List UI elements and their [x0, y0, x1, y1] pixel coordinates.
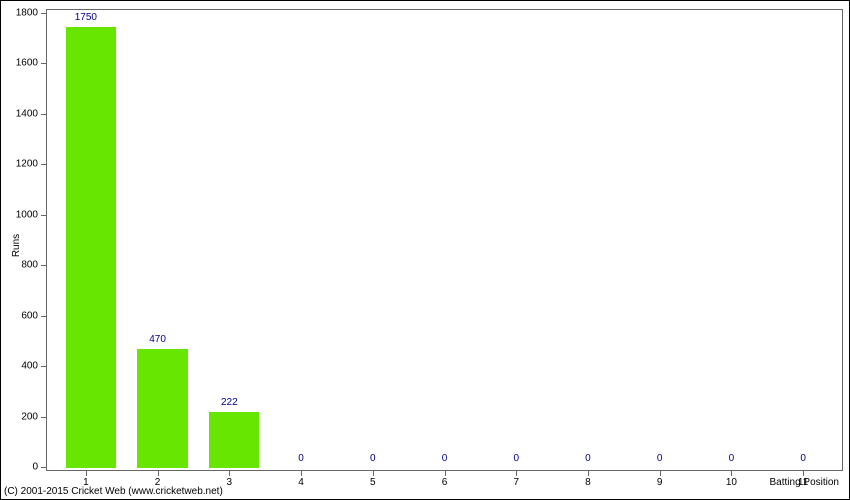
bar-value-label: 1750 [75, 12, 97, 23]
y-tick-label: 1800 [16, 8, 38, 19]
x-tick-mark [373, 471, 374, 476]
y-tick-label: 1000 [16, 209, 38, 220]
bar-value-label: 0 [657, 453, 663, 464]
bar-value-label: 222 [221, 397, 238, 408]
x-tick-mark [803, 471, 804, 476]
y-tick-mark [41, 417, 46, 418]
chart-plot-area [51, 14, 840, 468]
x-tick-mark [660, 471, 661, 476]
y-tick-label: 800 [21, 260, 38, 271]
x-tick-label: 5 [370, 477, 376, 488]
y-tick-mark [41, 215, 46, 216]
y-tick-mark [41, 114, 46, 115]
x-tick-label: 9 [657, 477, 663, 488]
bar-value-label: 0 [370, 453, 376, 464]
bar [66, 27, 116, 468]
bar [137, 349, 187, 468]
bar [209, 412, 259, 468]
y-tick-mark [41, 164, 46, 165]
x-tick-label: 7 [513, 477, 519, 488]
x-tick-mark [516, 471, 517, 476]
y-tick-mark [41, 316, 46, 317]
y-tick-label: 600 [21, 310, 38, 321]
x-tick-label: 11 [798, 477, 808, 488]
y-tick-label: 400 [21, 361, 38, 372]
x-tick-mark [158, 471, 159, 476]
x-tick-mark [731, 471, 732, 476]
y-tick-mark [41, 467, 46, 468]
x-tick-label: 4 [298, 477, 304, 488]
y-tick-label: 1200 [16, 159, 38, 170]
x-tick-mark [86, 471, 87, 476]
y-tick-label: 200 [21, 411, 38, 422]
x-tick-label: 3 [227, 477, 233, 488]
chart-container: Runs Batting Position (C) 2001-2015 Cric… [0, 0, 850, 500]
y-tick-label: 1600 [16, 58, 38, 69]
x-tick-mark [588, 471, 589, 476]
bar-value-label: 0 [442, 453, 448, 464]
chart-plot-border [46, 9, 843, 471]
x-tick-label: 6 [442, 477, 448, 488]
x-tick-label: 8 [585, 477, 591, 488]
bar-value-label: 0 [800, 453, 806, 464]
bar-value-label: 0 [585, 453, 591, 464]
x-tick-mark [229, 471, 230, 476]
y-tick-mark [41, 63, 46, 64]
y-tick-mark [41, 13, 46, 14]
y-tick-mark [41, 366, 46, 367]
bar-value-label: 0 [298, 453, 304, 464]
bar-value-label: 0 [729, 453, 735, 464]
y-tick-label: 0 [32, 462, 38, 473]
x-tick-mark [445, 471, 446, 476]
copyright-text: (C) 2001-2015 Cricket Web (www.cricketwe… [4, 486, 223, 497]
x-tick-label: 2 [155, 477, 161, 488]
bar-value-label: 0 [513, 453, 519, 464]
x-tick-mark [301, 471, 302, 476]
y-tick-mark [41, 265, 46, 266]
x-tick-label: 10 [726, 477, 737, 488]
y-tick-label: 1400 [16, 108, 38, 119]
y-axis-title: Runs [11, 234, 22, 257]
bar-value-label: 470 [149, 334, 166, 345]
x-tick-label: 1 [83, 477, 89, 488]
